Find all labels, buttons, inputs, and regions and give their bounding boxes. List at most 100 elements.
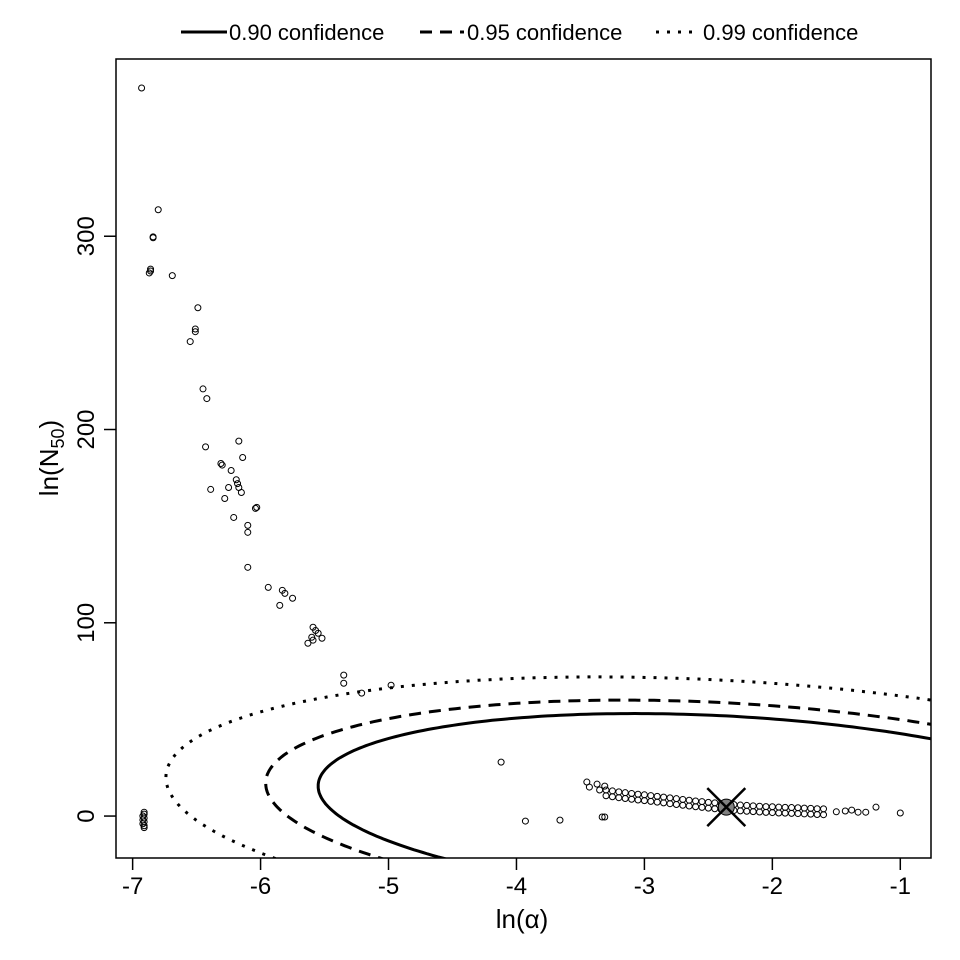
data-point — [149, 234, 157, 242]
data-point — [698, 803, 706, 811]
data-point — [281, 589, 289, 597]
data-point — [692, 797, 700, 805]
data-point — [596, 786, 604, 794]
data-point — [340, 671, 348, 679]
plot-frame — [115, 58, 932, 859]
y-axis-title-main: ln(N — [34, 449, 64, 497]
data-point — [832, 808, 840, 816]
data-point — [585, 783, 593, 791]
data-point — [704, 804, 712, 812]
y-axis-title: ln(N50) — [34, 420, 68, 496]
x-tick-label: -6 — [250, 873, 271, 900]
data-point — [309, 636, 317, 644]
data-point — [672, 795, 680, 803]
data-point — [781, 803, 789, 811]
data-point — [640, 797, 648, 805]
data-point — [521, 817, 529, 825]
data-point — [775, 809, 783, 817]
data-point — [788, 804, 796, 812]
x-axis-title: ln(α) — [496, 904, 549, 934]
data-point — [841, 807, 849, 815]
data-point — [781, 809, 789, 817]
mle-marker — [706, 787, 747, 828]
data-point — [235, 437, 243, 445]
data-point — [711, 805, 719, 813]
data-point — [634, 796, 642, 804]
x-tick-label: -4 — [506, 873, 527, 900]
data-point — [647, 792, 655, 800]
data-point — [147, 267, 155, 275]
data-point — [202, 443, 210, 451]
data-point — [872, 803, 880, 811]
y-tick-label: 300 — [73, 216, 100, 256]
contours — [164, 675, 931, 858]
data-point — [762, 808, 770, 816]
data-point — [749, 802, 757, 810]
y-tick-label: 100 — [73, 603, 100, 643]
data-point — [653, 798, 661, 806]
data-point — [218, 461, 226, 469]
x-axis: -7 -6 -5 -4 -3 -2 -1 — [122, 858, 911, 900]
y-tick-label: 0 — [73, 809, 100, 822]
data-point — [318, 634, 326, 642]
data-point — [685, 802, 693, 810]
data-point — [140, 822, 148, 830]
data-point — [672, 800, 680, 808]
data-point — [168, 272, 176, 280]
data-point — [711, 799, 719, 807]
data-point — [666, 794, 674, 802]
data-point — [679, 795, 687, 803]
data-point — [794, 810, 802, 818]
scatter-points — [138, 84, 904, 832]
data-point — [264, 583, 272, 591]
data-point — [186, 338, 194, 346]
data-point — [225, 483, 233, 491]
data-point — [232, 476, 240, 484]
data-point — [314, 629, 322, 637]
data-point — [813, 811, 821, 819]
data-point — [794, 804, 802, 812]
data-point — [647, 797, 655, 805]
data-point — [304, 639, 312, 647]
data-point — [615, 788, 623, 796]
mle-cross-line — [706, 787, 747, 828]
data-point — [191, 325, 199, 333]
data-point — [768, 803, 776, 811]
data-point — [358, 689, 366, 697]
data-point — [601, 813, 609, 821]
data-point — [340, 679, 348, 687]
contour-solid — [316, 711, 931, 858]
data-point — [199, 385, 207, 393]
data-point — [147, 265, 155, 273]
data-point — [634, 790, 642, 798]
data-point — [253, 503, 261, 511]
data-point — [800, 804, 808, 812]
x-tick-label: -1 — [890, 873, 911, 900]
y-axis-title-close: ) — [34, 420, 64, 429]
x-tick-label: -2 — [762, 873, 783, 900]
data-point — [227, 466, 235, 474]
data-point — [251, 504, 259, 512]
data-point — [685, 796, 693, 804]
data-point — [749, 808, 757, 816]
data-point — [660, 799, 668, 807]
data-point — [602, 792, 610, 800]
data-point — [743, 807, 751, 815]
data-point — [679, 801, 687, 809]
legend-label-0: 0.90 confidence — [229, 20, 384, 45]
data-point — [244, 521, 252, 529]
data-point — [762, 803, 770, 811]
data-point — [221, 495, 229, 503]
data-point — [601, 782, 609, 790]
data-point — [807, 810, 815, 818]
data-point — [234, 480, 242, 488]
data-point — [387, 681, 395, 689]
data-point — [756, 802, 764, 810]
data-point — [628, 789, 636, 797]
data-point — [640, 791, 648, 799]
data-point — [239, 454, 247, 462]
data-point — [608, 787, 616, 795]
data-point — [775, 803, 783, 811]
x-tick-label: -7 — [122, 873, 143, 900]
